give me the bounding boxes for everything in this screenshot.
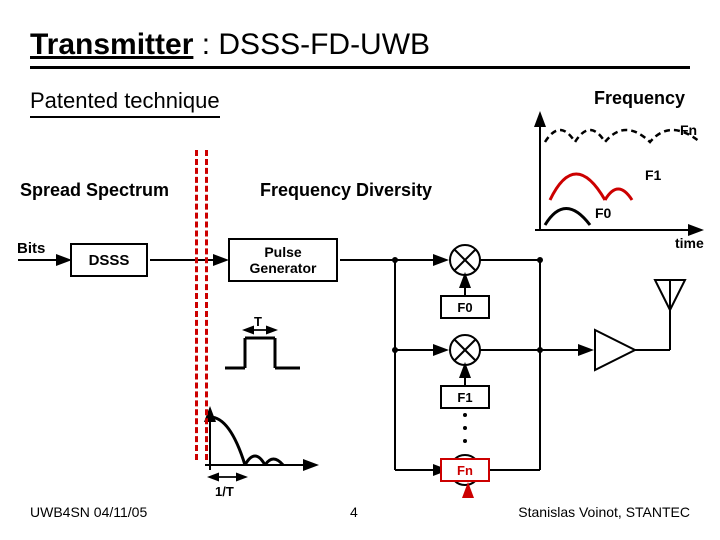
t-label: T — [254, 314, 262, 329]
pulse-waveform — [225, 330, 300, 368]
one-over-t-label: 1/T — [215, 484, 234, 499]
divider-2 — [205, 150, 208, 460]
footer-left: UWB4SN 04/11/05 — [30, 504, 147, 520]
f0-top-label: F0 — [595, 205, 612, 221]
mixer-f0 — [450, 245, 480, 275]
bits-label: Bits — [17, 240, 45, 257]
spread-spectrum-label: Spread Spectrum — [20, 180, 169, 201]
f1-top-label: F1 — [645, 167, 662, 183]
sinc-waveform — [205, 410, 315, 477]
footer-right: Stanislas Voinot, STANTEC — [518, 504, 690, 520]
divider-1 — [195, 150, 198, 460]
mixer-f1 — [450, 335, 480, 365]
pulse-generator-block: PulseGenerator — [228, 238, 338, 282]
fn-top-label: Fn — [680, 122, 697, 138]
frequency-diversity-label: Frequency Diversity — [260, 180, 432, 201]
fn-block: Fn — [440, 458, 490, 482]
page-number: 4 — [350, 504, 358, 520]
f1-block: F1 — [440, 385, 490, 409]
amplifier-icon — [595, 330, 635, 370]
f0-block: F0 — [440, 295, 490, 319]
time-label: time — [675, 235, 704, 251]
dsss-block: DSSS — [70, 243, 148, 277]
